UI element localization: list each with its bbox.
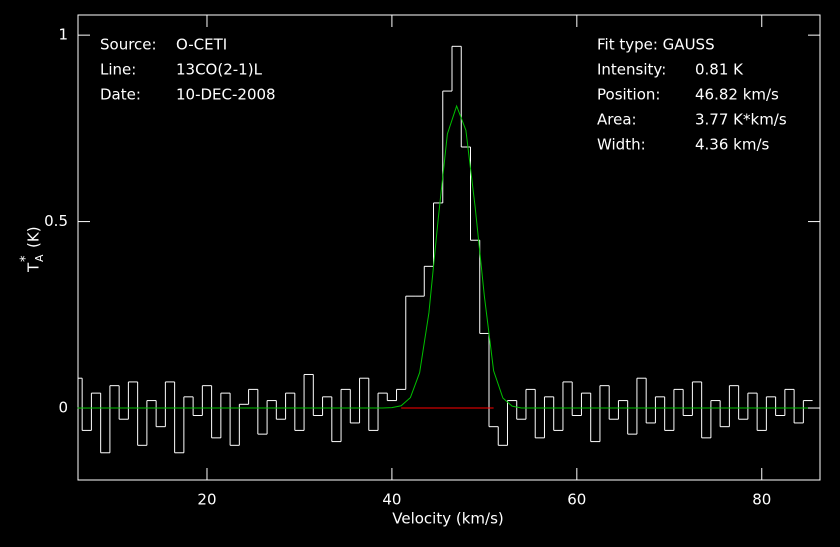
plot-frame xyxy=(77,14,821,481)
y-label-sup: * xyxy=(19,255,34,262)
info-label: Source: xyxy=(100,36,157,54)
fit-value: 3.77 K*km/s xyxy=(695,111,787,129)
y-axis-label: T A * (K) xyxy=(19,226,47,273)
y-label-sub: A xyxy=(33,254,46,262)
y-label-unit: (K) xyxy=(25,226,43,248)
fit-label: Area: xyxy=(597,111,637,129)
x-tick-label: 40 xyxy=(382,491,401,509)
y-tick-label: 0.5 xyxy=(44,212,68,230)
fit-label: Intensity: xyxy=(597,61,666,79)
fit-label: Position: xyxy=(597,86,660,104)
x-tick-label: 80 xyxy=(752,491,771,509)
info-label: Line: xyxy=(100,61,136,79)
info-value: 10-DEC-2008 xyxy=(176,86,276,104)
y-tick-label: 1 xyxy=(58,26,68,44)
y-label-main: T xyxy=(25,262,43,273)
fit-value: 46.82 km/s xyxy=(695,86,779,104)
x-tick-label: 20 xyxy=(197,491,216,509)
info-label: Date: xyxy=(100,86,141,104)
info-value: O-CETI xyxy=(176,36,227,54)
fit-label: Width: xyxy=(597,136,646,154)
fit-curve xyxy=(77,104,808,409)
fit-value: 0.81 K xyxy=(695,61,744,79)
fit-value: 4.36 km/s xyxy=(695,136,770,154)
fit-type: Fit type: GAUSS xyxy=(597,36,715,54)
y-tick-label: 0 xyxy=(58,399,68,417)
x-axis-label: Velocity (km/s) xyxy=(392,510,503,528)
x-tick-label: 60 xyxy=(567,491,586,509)
info-value: 13CO(2-1)L xyxy=(176,61,263,79)
